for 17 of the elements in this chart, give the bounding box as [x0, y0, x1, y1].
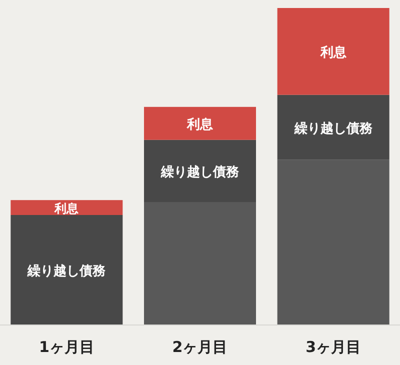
- bar: [277, 8, 390, 95]
- x-tick-label: 1ヶ月目: [38, 338, 94, 356]
- bar: [144, 202, 256, 325]
- bar: [10, 215, 123, 325]
- bar: [144, 140, 256, 202]
- x-tick-label: 3ヶ月目: [306, 338, 362, 356]
- text: 利息: [320, 45, 346, 60]
- bar: [144, 106, 256, 140]
- series-label: 繰り越し債務: [26, 264, 107, 279]
- bar: [277, 160, 390, 325]
- text: 利息: [187, 117, 213, 132]
- series-label: 利息: [54, 202, 80, 216]
- text: 繰り越し債務: [161, 164, 239, 180]
- text: 繰り越し債務: [294, 121, 372, 136]
- bar: [277, 94, 390, 160]
- bar: [10, 200, 123, 215]
- x-tick-label: 2ヶ月目: [172, 338, 228, 356]
